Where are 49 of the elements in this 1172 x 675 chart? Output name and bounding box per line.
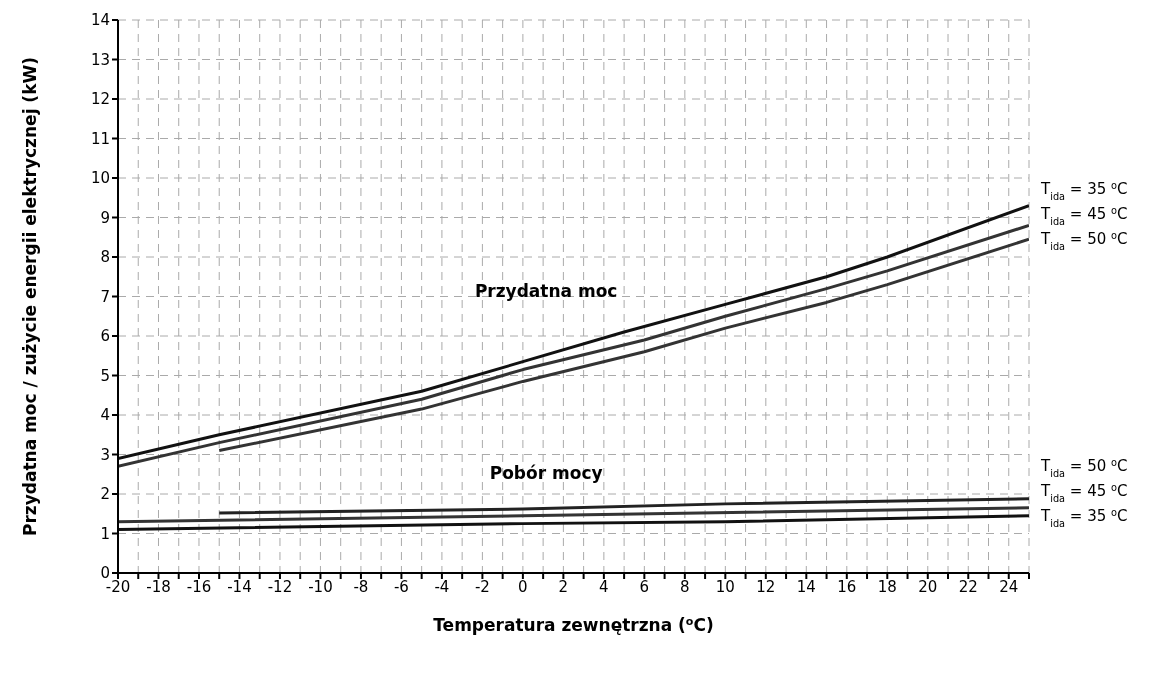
series-label: T$_{ida}$ = 50 $^{o}$C <box>1040 229 1128 252</box>
x-tick-label: 8 <box>680 577 690 596</box>
y-tick-label: 5 <box>100 366 110 385</box>
x-tick-label: -10 <box>308 577 333 596</box>
series-label: T$_{ida}$ = 50 $^{o}$C <box>1040 456 1128 479</box>
y-tick-label: 10 <box>90 169 110 188</box>
y-tick-label: 7 <box>100 287 110 306</box>
x-tick-label: 20 <box>918 577 938 596</box>
y-tick-label: 14 <box>90 11 110 30</box>
y-tick-label: 3 <box>100 445 110 464</box>
y-tick-label: 4 <box>100 406 110 425</box>
x-tick-label: -8 <box>353 577 369 596</box>
x-tick-label: -2 <box>474 577 490 596</box>
x-tick-label: -6 <box>393 577 409 596</box>
series-label: T$_{ida}$ = 35 $^{o}$C <box>1040 179 1128 202</box>
series-label: T$_{ida}$ = 35 $^{o}$C <box>1040 506 1128 529</box>
x-tick-label: 12 <box>756 577 776 596</box>
line-series <box>217 497 1029 515</box>
x-tick-label: 10 <box>715 577 735 596</box>
y-tick-label: 1 <box>100 524 110 543</box>
y-tick-label: 12 <box>90 90 110 109</box>
x-tick-label: 2 <box>558 577 569 596</box>
annotation: Przydatna moc <box>474 280 618 301</box>
x-tick-label: -14 <box>227 577 252 596</box>
x-axis-title: Temperatura zewnętrzna ($^{o}$C) <box>433 614 714 635</box>
line-series <box>217 237 1029 453</box>
y-tick-label: 13 <box>90 50 110 69</box>
series-label: T$_{ida}$ = 45 $^{o}$C <box>1040 204 1128 227</box>
y-tick-label: 6 <box>100 327 110 346</box>
y-tick-label: 8 <box>100 248 110 267</box>
x-tick-label: 18 <box>877 577 897 596</box>
y-tick-label: 11 <box>90 129 110 148</box>
x-tick-label: -16 <box>186 577 212 596</box>
line-series <box>118 514 1029 532</box>
x-tick-label: 6 <box>639 577 650 596</box>
x-tick-label: 14 <box>796 577 816 596</box>
annotation: Pobór mocy <box>489 462 603 483</box>
y-tick-label: 9 <box>100 208 110 227</box>
x-tick-label: 0 <box>518 577 528 596</box>
series-label: T$_{ida}$ = 45 $^{o}$C <box>1040 481 1128 504</box>
x-tick-label: -12 <box>267 577 293 596</box>
y-tick-label: 2 <box>100 485 110 504</box>
x-tick-label: 22 <box>958 577 978 596</box>
x-tick-label: 16 <box>837 577 857 596</box>
x-tick-label: 4 <box>599 577 609 596</box>
x-tick-label: 24 <box>999 577 1019 596</box>
x-tick-label: -4 <box>434 577 450 596</box>
x-tick-label: -18 <box>146 577 171 596</box>
y-axis-title: Przydatna moc / zużycie energii elektrycznej (kW) <box>20 57 40 536</box>
